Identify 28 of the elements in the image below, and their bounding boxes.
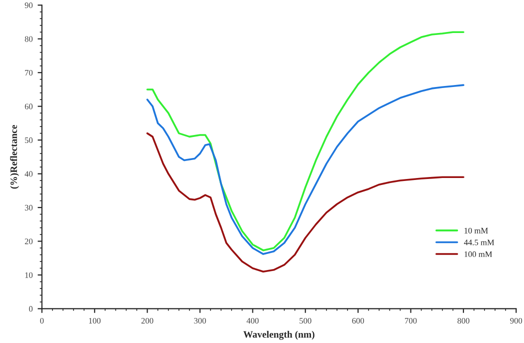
x-tick-label: 200 xyxy=(141,318,154,324)
line-series xyxy=(146,31,464,252)
x-axis-title: Wavelength (nm) xyxy=(243,330,314,340)
y-tick-label: 60 xyxy=(24,104,33,110)
legend-label: 10 mM xyxy=(464,228,488,234)
x-tick-label: 900 xyxy=(510,318,522,324)
x-tick-label: 300 xyxy=(194,318,206,324)
legend-label: 44.5 mM xyxy=(464,240,494,246)
legend-label: 100 mM xyxy=(464,251,492,258)
line-series xyxy=(146,132,464,273)
x-tick-label: 400 xyxy=(246,318,259,324)
x-tick-label: 800 xyxy=(458,318,470,324)
line-series xyxy=(146,84,464,255)
y-tick-label: 0 xyxy=(29,306,33,312)
y-tick-label: 10 xyxy=(25,272,33,278)
y-tick-label: 70 xyxy=(25,70,33,76)
y-tick-label: 90 xyxy=(24,2,33,8)
x-tick-label: 700 xyxy=(405,318,417,324)
y-tick-label: 80 xyxy=(24,36,33,42)
x-tick-label: 500 xyxy=(300,318,312,324)
y-tick-label: 30 xyxy=(24,204,33,210)
x-tick-label: 100 xyxy=(89,318,101,324)
x-tick-label: 600 xyxy=(352,318,364,324)
y-tick-label: 20 xyxy=(24,238,33,244)
y-tick-label: 50 xyxy=(25,137,33,144)
x-tick-label: 0 xyxy=(40,318,44,324)
y-axis-title: (%)Reflectance xyxy=(10,125,20,189)
y-tick-label: 40 xyxy=(24,171,33,177)
